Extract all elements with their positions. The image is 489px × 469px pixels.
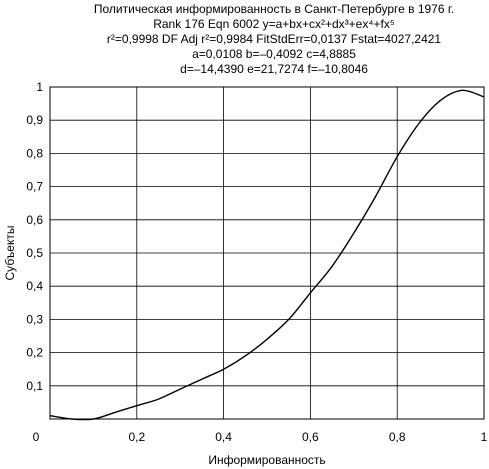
y-tick-label: 0,4 [26,279,43,293]
chart-title-line: Политическая информированность в Санкт-П… [94,2,454,16]
chart-title-line: r²=0,9998 DF Adj r²=0,9984 FitStdErr=0,0… [107,32,442,46]
grid [50,87,484,419]
y-tick-label: 0,5 [26,246,43,260]
x-tick-label: 0,6 [302,430,319,444]
y-tick-label: 0,6 [26,213,43,227]
x-axis-label: Информированность [208,453,325,467]
series-line [49,89,485,421]
chart-title-line: a=0,0108 b=–0,4092 c=4,8885 [192,47,356,61]
x-tick-label: 0,4 [215,430,232,444]
chart-title-line: Rank 176 Eqn 6002 y=a+bx+cx²+dx³+ex⁴+fx⁵ [153,17,395,31]
x-tick-label: 0,8 [389,430,406,444]
x-tick-label: 0,2 [128,430,145,444]
tick-labels: 0 0,2 0,4 0,6 0,8 1 0,1 0,2 0,3 0,4 0,5 0,6 0,7 0,8 0,… [26,80,487,444]
y-tick-label: 0,2 [26,346,43,360]
x-tick-label: 1 [481,430,488,444]
y-tick-label: 0,8 [26,146,43,160]
y-tick-label: 1 [36,80,43,94]
y-tick-label: 0,3 [26,312,43,326]
x-tick-label: 0 [33,430,40,444]
chart-title-line: d=–14,4390 e=21,7274 f=–10,8046 [180,62,368,76]
chart-title: Политическая информированность в Санкт-П… [94,2,454,76]
plot-frame [49,86,485,420]
y-axis-label: Субъекты [3,226,17,281]
y-tick-label: 0,7 [26,180,43,194]
y-tick-label: 0,1 [26,379,43,393]
y-tick-label: 0,9 [26,113,43,127]
